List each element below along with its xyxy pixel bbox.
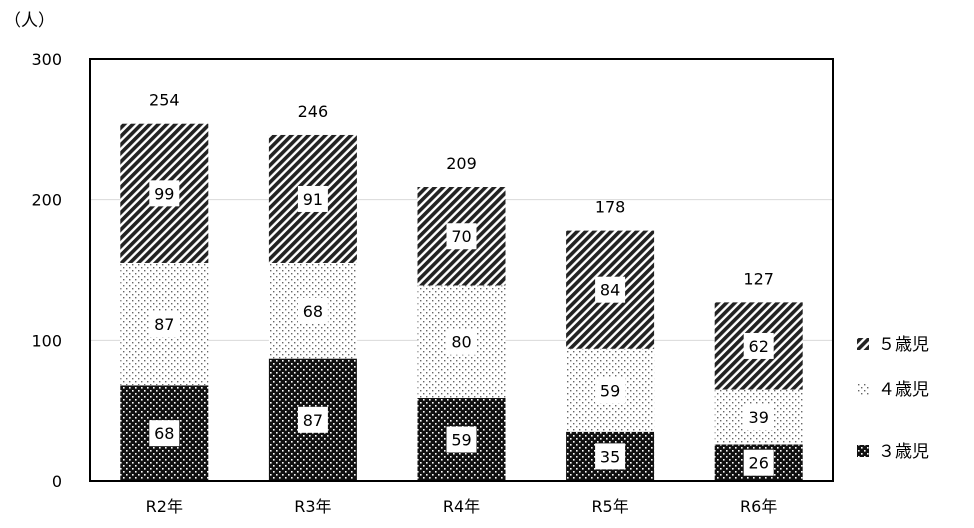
data-label: 80: [451, 333, 471, 352]
total-label: 209: [446, 154, 477, 173]
data-label-box: [149, 311, 180, 338]
data-labels: 68 87 99 254 87 68 91 246 59 80 70 209 35 59 84 178 26 39…: [149, 91, 774, 476]
y-unit-label: （人）: [4, 11, 55, 31]
data-label-box: [297, 297, 328, 324]
data-label-box: [297, 185, 328, 212]
legend-label: ５歳児: [878, 335, 929, 355]
data-label: 59: [600, 381, 620, 400]
data-label-box: [446, 328, 477, 355]
data-label-box: [595, 276, 626, 303]
data-label-box: [297, 406, 328, 433]
data-label: 87: [303, 411, 323, 430]
legend-label: ４歳児: [878, 380, 929, 400]
data-label: 35: [600, 447, 620, 466]
y-tick-label: 300: [31, 50, 62, 69]
x-tick-label: R3年: [294, 497, 331, 516]
x-tick-label: R2年: [146, 497, 183, 516]
x-tick-label: R5年: [591, 497, 628, 516]
data-label-box: [595, 443, 626, 470]
data-label: 26: [749, 454, 769, 473]
total-label: 246: [298, 102, 329, 121]
data-label-box: [743, 403, 774, 430]
data-label-box: [743, 332, 774, 359]
y-tick-label: 200: [31, 191, 62, 210]
y-tick-label: 0: [52, 472, 62, 491]
total-label: 127: [743, 269, 774, 288]
legend: ５歳児 ４歳児 ３歳児: [857, 335, 929, 462]
data-label: 87: [154, 315, 174, 334]
data-label: 62: [749, 337, 769, 356]
data-label-box: [149, 420, 180, 447]
data-label-box: [595, 377, 626, 404]
plot-area-border: [89, 58, 834, 482]
data-label: 84: [600, 281, 620, 300]
x-tick-label: R6年: [740, 497, 777, 516]
axes: 0 100 200 300 （人） R2年 R3年 R4年 R5年 R6年: [4, 11, 777, 516]
y-tick-label: 100: [31, 331, 62, 350]
total-label: 178: [595, 198, 626, 217]
legend-swatch: [857, 383, 869, 395]
data-label: 99: [154, 184, 174, 203]
plot-frame: [89, 58, 834, 482]
legend-swatch: [857, 338, 869, 350]
data-label: 70: [451, 227, 471, 246]
data-label-box: [149, 180, 180, 207]
data-label: 68: [154, 424, 174, 443]
data-label: 59: [451, 431, 471, 450]
data-label: 39: [749, 408, 769, 427]
data-label-box: [446, 223, 477, 250]
data-label-box: [446, 426, 477, 453]
data-label-box: [743, 449, 774, 476]
data-label: 91: [303, 190, 323, 209]
total-label: 254: [149, 91, 180, 110]
x-tick-label: R4年: [443, 497, 480, 516]
legend-label: ３歳児: [878, 442, 929, 462]
legend-swatch: [857, 445, 869, 457]
data-label: 68: [303, 302, 323, 321]
